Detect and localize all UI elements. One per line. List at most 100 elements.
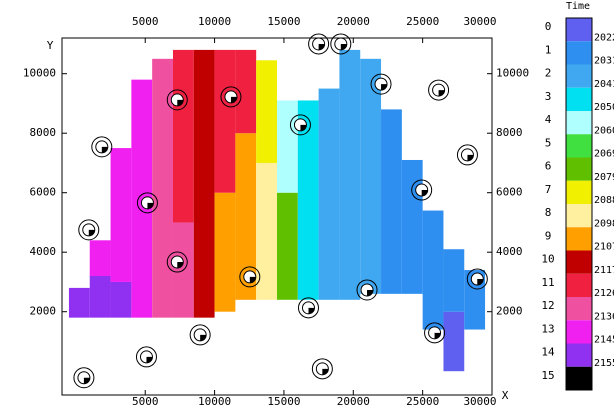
- well-pie: [177, 262, 184, 269]
- x-tick-label: 25000: [406, 15, 439, 28]
- map-cell: [214, 49, 236, 193]
- well-pie: [101, 146, 108, 153]
- map-cell: [256, 162, 277, 300]
- map-cell: [277, 192, 298, 300]
- legend-swatch: [566, 320, 592, 344]
- legend-swatch: [566, 366, 592, 390]
- legend-level: 13: [541, 322, 554, 335]
- well-ring: [370, 73, 392, 95]
- well-ring: [411, 179, 433, 201]
- legend-label: 2031: [594, 56, 614, 67]
- well-ring: [330, 33, 352, 55]
- well-pie: [230, 96, 237, 103]
- y-tick-label: 2000: [496, 305, 523, 318]
- well-ring: [308, 33, 330, 55]
- map-cell: [297, 100, 319, 300]
- legend-label: 2098: [594, 218, 614, 229]
- well-pie: [147, 202, 154, 209]
- well-pie: [434, 332, 441, 339]
- legend-label: 2041: [594, 79, 614, 90]
- map-cell: [318, 88, 340, 300]
- well-pie: [308, 307, 315, 314]
- map-cell: [277, 100, 298, 193]
- map-cell: [152, 58, 173, 318]
- well-ring: [220, 86, 242, 108]
- legend-level: 2: [545, 67, 552, 80]
- legend-swatch: [566, 343, 592, 367]
- well-pie: [318, 43, 325, 50]
- legend-swatch: [566, 273, 592, 297]
- legend-title: Time: [566, 1, 590, 12]
- well-pie: [200, 334, 207, 341]
- map-cell: [89, 240, 111, 276]
- y-tick-label: 8000: [496, 126, 523, 139]
- legend-level: 12: [541, 299, 554, 312]
- map-cell: [339, 49, 361, 300]
- legend-swatch: [566, 180, 592, 204]
- legend-swatch: [566, 297, 592, 321]
- x-tick-label: 25000: [406, 395, 439, 407]
- legend-swatch: [566, 64, 592, 88]
- legend-label: 2079: [594, 172, 614, 183]
- map-cell: [110, 281, 132, 318]
- legend-level: 6: [545, 160, 552, 173]
- legend-label: 2060: [594, 125, 614, 136]
- well-pie: [340, 43, 347, 50]
- map-cell: [89, 276, 111, 318]
- x-tick-label: 30000: [463, 395, 496, 407]
- y-tick-label: 8000: [30, 126, 57, 139]
- well-ring: [166, 89, 188, 111]
- legend-level: 3: [545, 90, 552, 103]
- well-ring: [73, 367, 95, 389]
- y-tick-label: 6000: [496, 186, 523, 199]
- map-cell: [381, 109, 402, 294]
- well-ring: [456, 144, 478, 166]
- y-tick-label: 10000: [23, 67, 56, 80]
- legend-label: 2107: [594, 242, 614, 253]
- plot-frame: [61, 37, 493, 396]
- legend-label: 2117: [594, 265, 614, 276]
- legend-label: 2069: [594, 149, 614, 160]
- legend-level: 14: [541, 346, 555, 359]
- y-tick-label: 6000: [30, 186, 57, 199]
- legend-swatch: [566, 111, 592, 135]
- y-tick-label: 4000: [30, 245, 57, 258]
- well-pie: [177, 99, 184, 106]
- map-cell: [360, 58, 382, 294]
- well-pie: [249, 276, 256, 283]
- legend-swatch: [566, 227, 592, 251]
- x-tick-label: 5000: [132, 395, 159, 407]
- legend-swatch: [566, 157, 592, 181]
- well-pie: [367, 289, 374, 296]
- x-tick-label: 30000: [463, 15, 496, 28]
- map-cell: [235, 49, 257, 134]
- well-ring: [189, 324, 211, 346]
- map-cell: [131, 79, 153, 318]
- legend-level: 8: [545, 206, 552, 219]
- well-ring: [297, 297, 319, 319]
- map-cell: [443, 311, 465, 372]
- well-pie: [421, 190, 428, 197]
- map-cell: [422, 210, 444, 330]
- legend-swatch: [566, 134, 592, 158]
- map-cell: [110, 148, 132, 282]
- legend-level: 1: [545, 43, 552, 56]
- y-tick-label: 4000: [496, 245, 523, 258]
- legend-level: 7: [545, 183, 552, 196]
- map-cell: [193, 49, 215, 318]
- y-tick-label: 10000: [496, 67, 529, 80]
- well-ring: [356, 279, 378, 301]
- x-tick-label: 15000: [267, 15, 300, 28]
- x-axis-label: X: [502, 389, 509, 402]
- x-tick-label: 15000: [267, 395, 300, 407]
- legend-level: 0: [545, 20, 552, 33]
- legend-label: 2126: [594, 288, 614, 299]
- map-cell: [443, 249, 465, 312]
- well-pie: [322, 368, 329, 375]
- map-cell: [214, 192, 236, 312]
- legend-swatch: [566, 250, 592, 274]
- well-ring: [78, 219, 100, 241]
- x-tick-label: 20000: [337, 15, 370, 28]
